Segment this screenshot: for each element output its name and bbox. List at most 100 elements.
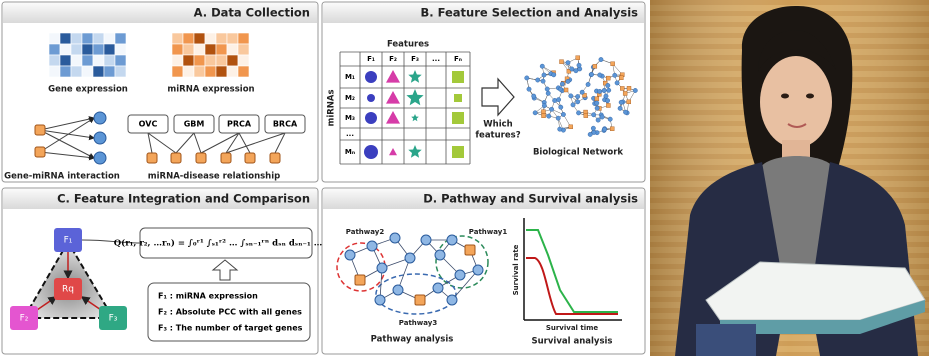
edge <box>175 132 195 154</box>
network-node <box>526 86 532 92</box>
bangs <box>758 30 836 72</box>
network-node <box>573 68 579 74</box>
heatmap-cell <box>48 43 61 56</box>
column-label: F₁ <box>367 55 375 63</box>
mirna-node <box>170 152 182 164</box>
network-node <box>592 64 598 69</box>
network-node <box>392 284 404 296</box>
network-node <box>446 294 458 306</box>
network-node <box>545 90 551 96</box>
network-node <box>546 113 552 119</box>
network-node <box>555 115 561 121</box>
network-node <box>374 294 386 306</box>
heatmap-cell <box>193 54 206 67</box>
edge <box>238 132 251 154</box>
heatmap-cell <box>171 54 184 67</box>
disease-label: BRCA <box>273 120 298 129</box>
network-node <box>618 99 624 105</box>
photo <box>650 0 929 356</box>
network-node <box>559 81 565 87</box>
network-node <box>557 126 563 132</box>
network-node <box>557 86 563 92</box>
heatmap-cell <box>114 32 127 45</box>
network-node <box>583 113 589 118</box>
network-node <box>568 93 574 99</box>
network-node <box>565 79 571 84</box>
column-label: Fₙ <box>454 55 462 63</box>
panel-header <box>3 3 317 23</box>
heatmap-cell <box>204 65 217 78</box>
network-node <box>376 262 388 274</box>
label: miRNA expression <box>167 85 254 95</box>
disease-label: PRCA <box>227 120 252 129</box>
network-node <box>404 252 416 264</box>
book-cover <box>720 300 925 334</box>
network-node <box>579 89 585 95</box>
network-node <box>622 91 628 96</box>
disease-box <box>173 114 215 134</box>
heatmap-cell <box>193 65 206 78</box>
network-node <box>570 102 576 108</box>
eye <box>806 93 814 99</box>
network-node <box>389 232 401 244</box>
panel-title: A. Data Collection <box>194 6 310 20</box>
network-node <box>575 94 581 99</box>
label: Pathway analysis <box>371 335 454 345</box>
gene-node <box>93 151 107 165</box>
connector <box>81 239 141 244</box>
mirna-node <box>244 152 256 164</box>
panel-c: C. Feature Integration and Comparison F₁… <box>1 187 338 355</box>
heatmap-cell <box>237 43 250 56</box>
network-node <box>591 112 597 118</box>
panel-header <box>323 189 644 209</box>
shape-circle <box>365 71 377 83</box>
heatmap-cell <box>103 65 116 78</box>
network-node <box>531 93 537 99</box>
heatmap-cell <box>92 43 105 56</box>
heatmap-cell <box>193 43 206 56</box>
axis-label: Survival rate <box>512 244 520 295</box>
heatmap-cell <box>81 65 94 78</box>
heatmap-cell <box>237 54 250 67</box>
column-label: F₃ <box>411 55 419 63</box>
network-node <box>556 97 561 103</box>
panel-title: B. Feature Selection and Analysis <box>420 6 638 20</box>
legend-box <box>147 282 311 342</box>
node-label: F₂ <box>20 314 29 324</box>
node-f2 <box>10 306 38 330</box>
heatmap-cell <box>171 32 184 45</box>
pathway-circle <box>375 273 457 315</box>
network-node <box>602 126 607 132</box>
disease-box <box>127 114 169 134</box>
network-node <box>576 62 582 68</box>
network-node <box>612 72 618 78</box>
shape-star <box>411 114 419 122</box>
heatmap-cell <box>59 65 72 78</box>
heatmap-cell <box>103 54 116 67</box>
edge <box>39 151 95 161</box>
axis-label: Survival time <box>546 324 599 332</box>
network-edge <box>451 269 479 301</box>
disease-box <box>264 114 306 134</box>
shape-star <box>406 89 424 106</box>
panel-header <box>323 3 644 23</box>
edge <box>225 132 240 154</box>
curve <box>526 229 618 313</box>
mirna-node <box>195 152 207 164</box>
disease-label: GBM <box>184 120 205 129</box>
network-node <box>544 86 550 92</box>
panel-b: B. Feature Selection and Analysis Featur… <box>321 1 646 183</box>
heatmap-cell <box>70 43 83 56</box>
network-node <box>576 110 581 116</box>
network-node <box>598 57 604 62</box>
network-node <box>606 87 612 93</box>
label: Pathway3 <box>399 319 438 327</box>
shape-star <box>408 145 422 158</box>
edge <box>147 132 153 154</box>
network-node <box>472 264 484 276</box>
node-label: F₁ <box>64 236 73 246</box>
node-f3 <box>99 306 127 330</box>
label: miRNA-disease relationship <box>148 172 280 182</box>
heatmap-cell <box>215 43 228 56</box>
